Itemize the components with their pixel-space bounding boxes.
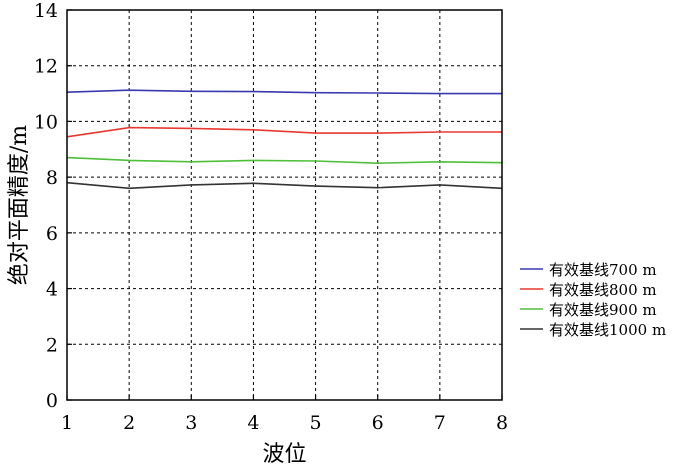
x-tick-label: 7 — [434, 412, 446, 434]
x-tick-label: 5 — [310, 412, 322, 434]
legend-label: 有效基线800 m — [549, 281, 657, 299]
series-line-2 — [66, 156, 503, 165]
legend-label: 有效基线700 m — [549, 261, 657, 279]
y-tick-label: 4 — [46, 279, 58, 301]
y-tick-label: 2 — [46, 334, 58, 356]
x-tick-label: 8 — [496, 412, 508, 434]
y-tick-label: 0 — [46, 390, 58, 412]
y-tick-label: 14 — [34, 0, 58, 22]
x-tick-label: 1 — [61, 412, 73, 434]
x-tick-label: 2 — [123, 412, 135, 434]
series-line-3 — [66, 181, 503, 190]
y-tick-label: 6 — [46, 223, 58, 245]
y-tick-label: 10 — [34, 111, 58, 133]
x-tick-label: 3 — [185, 412, 197, 434]
legend-label: 有效基线900 m — [549, 301, 657, 319]
legend-label: 有效基线1000 m — [549, 321, 666, 339]
x-axis-title: 波位 — [262, 442, 306, 467]
y-tick-label: 12 — [34, 56, 58, 78]
legend: 有效基线700 m 有效基线800 m 有效基线900 m 有效基线1000 m — [520, 261, 666, 339]
plot-frame — [66, 9, 503, 401]
x-tick-label: 6 — [372, 412, 384, 434]
grid-lines — [67, 10, 502, 400]
series-line-1 — [66, 126, 502, 138]
y-axis-title: 绝对平面精度/m — [7, 125, 32, 285]
series-line-0 — [66, 89, 502, 95]
y-tick-label: 8 — [46, 167, 58, 189]
x-tick-label: 4 — [247, 412, 259, 434]
series-lines — [66, 89, 503, 190]
